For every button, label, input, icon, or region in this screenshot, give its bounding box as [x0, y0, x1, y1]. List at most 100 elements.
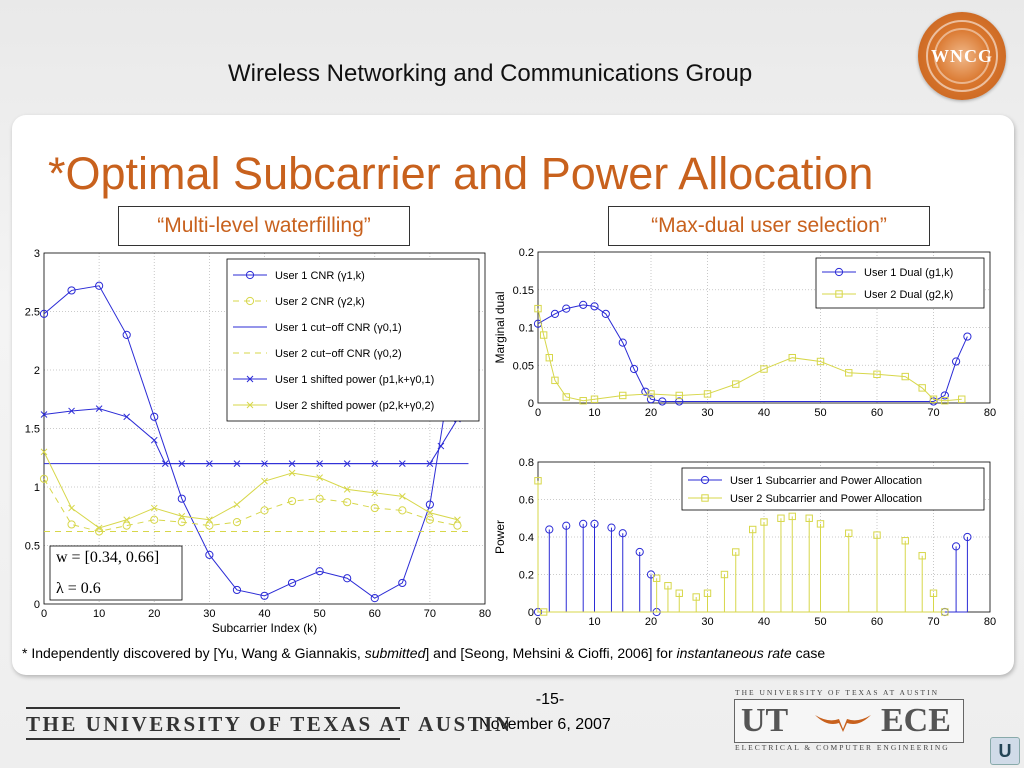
legend-box	[681, 467, 985, 511]
data-point	[246, 375, 254, 383]
data-point	[675, 397, 684, 406]
data-point	[426, 509, 434, 517]
data-point	[562, 521, 571, 530]
y-tick-label: 0.8	[519, 457, 534, 469]
x-tick-label: 80	[984, 407, 996, 419]
x-tick-label: 40	[758, 616, 770, 628]
legend-entry: User 1 Subcarrier and Power Allocation	[730, 475, 922, 487]
data-point	[177, 494, 186, 503]
data-point	[562, 393, 570, 401]
data-point	[816, 357, 825, 366]
data-point	[40, 411, 48, 418]
y-tick-label: 0.5	[25, 541, 40, 553]
data-point	[873, 531, 881, 539]
data-point	[590, 519, 599, 528]
data-point	[68, 504, 75, 512]
data-point	[425, 500, 434, 509]
data-point	[68, 407, 75, 415]
ut-rule-top	[26, 707, 400, 709]
data-point	[618, 529, 627, 538]
data-point	[918, 384, 926, 392]
footnote: * Independently discovered by [Yu, Wang …	[22, 645, 825, 661]
data-point	[343, 460, 351, 467]
series-2	[534, 477, 949, 616]
data-point	[122, 330, 131, 340]
data-point	[398, 506, 407, 515]
data-point	[150, 515, 159, 524]
data-point	[664, 582, 672, 590]
x-tick-label: 20	[645, 616, 657, 628]
y-tick-label: 0.2	[519, 247, 534, 259]
x-tick-label: 70	[424, 608, 436, 620]
legend-box	[815, 257, 985, 309]
power-chart: 0 10 20 30 40 50 60 70 80 0 0.2 0.4 0.6 0.8 Power User …	[493, 457, 996, 628]
data-point	[123, 516, 131, 524]
data-point	[534, 477, 542, 485]
data-point	[590, 395, 599, 403]
data-point	[647, 390, 655, 398]
data-point	[39, 474, 49, 483]
data-point	[551, 376, 559, 385]
data-point	[720, 570, 729, 579]
data-point	[40, 448, 48, 456]
data-point	[316, 474, 323, 481]
series-2	[534, 304, 966, 405]
ece-bottom-text: ELECTRICAL & COMPUTER ENGINEERING	[735, 743, 950, 752]
x-tick-label: 80	[479, 608, 491, 620]
data-point	[618, 338, 627, 347]
data-point	[652, 574, 661, 582]
legend: User 1 Subcarrier and Power Allocation Us…	[681, 467, 985, 511]
data-point	[178, 460, 186, 467]
x-tick-label: 0	[535, 616, 541, 628]
ut-austin-wordmark: THE UNIVERSITY OF TEXAS AT AUSTIN	[26, 712, 513, 736]
data-point	[232, 585, 242, 595]
data-point	[177, 518, 186, 527]
legend-entry: User 2 cut−off CNR (γ0,2)	[275, 348, 402, 360]
data-point	[579, 397, 587, 405]
group-title: Wireless Networking and Communications G…	[228, 60, 753, 87]
label-multilevel-waterfilling: “Multi-level waterfilling”	[118, 206, 410, 246]
data-point	[161, 460, 169, 467]
data-point	[940, 391, 949, 400]
data-point	[918, 552, 926, 560]
data-point	[675, 589, 683, 597]
series-6	[40, 448, 461, 532]
data-point	[316, 460, 323, 467]
y-tick-label: 0.6	[519, 495, 534, 507]
y-tick-label: 0	[34, 599, 40, 611]
y-axis-label: Power	[493, 520, 507, 554]
nav-home-icon[interactable]: U	[990, 737, 1020, 765]
data-point	[703, 589, 712, 597]
data-point	[261, 460, 268, 467]
data-point	[658, 397, 667, 406]
data-point	[260, 506, 269, 515]
data-point	[370, 594, 379, 603]
data-point	[873, 370, 881, 379]
data-point	[150, 412, 159, 421]
data-point	[315, 567, 324, 576]
data-point	[260, 591, 269, 600]
x-tick-label: 70	[927, 407, 939, 419]
data-point	[550, 309, 560, 319]
y-tick-label: 1	[34, 482, 40, 494]
series-line	[43, 408, 458, 465]
x-tick-label: 60	[369, 608, 381, 620]
series-1	[39, 281, 462, 603]
data-point	[941, 608, 949, 616]
data-point	[539, 331, 548, 339]
data-point	[95, 405, 103, 412]
data-point	[646, 395, 656, 404]
wncg-logo: WNCG	[918, 12, 1006, 100]
y-tick-label: 2.5	[25, 307, 40, 319]
label-max-dual-user-selection: “Max-dual user selection”	[608, 206, 930, 246]
data-point	[601, 309, 610, 319]
series-2	[39, 474, 462, 536]
data-point	[929, 395, 938, 403]
annotation-w: w = [0.34, 0.66]	[56, 549, 159, 566]
x-axis-label: Subcarrier Index (k)	[212, 621, 317, 635]
ut-rule-bottom	[26, 738, 400, 740]
x-tick-label: 70	[927, 616, 939, 628]
data-point	[641, 387, 650, 396]
x-tick-label: 80	[984, 616, 996, 628]
data-point	[760, 518, 768, 526]
